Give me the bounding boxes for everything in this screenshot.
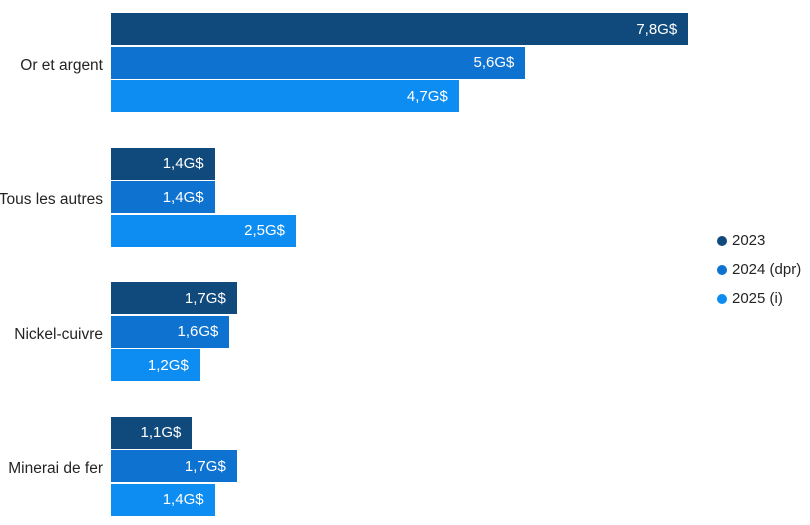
bar-2025-i-minerai-de-fer[interactable]: 1,4G$ xyxy=(111,483,215,516)
bar-2024-dpr-minerai-de-fer[interactable]: 1,7G$ xyxy=(111,450,237,482)
legend-item-2025-i[interactable]: 2025 (i) xyxy=(717,284,801,313)
bar-2023-or-et-argent[interactable]: 7,8G$ xyxy=(111,13,689,45)
bar-2023-minerai-de-fer[interactable]: 1,1G$ xyxy=(111,416,193,449)
bar-2024-dpr-tous-les-autres[interactable]: 1,4G$ xyxy=(111,181,215,213)
legend: 2023 2024 (dpr) 2025 (i) xyxy=(717,226,801,313)
bar-value-label: 1,7G$ xyxy=(184,289,226,307)
bar-value-label: 1,4G$ xyxy=(162,491,204,508)
category-label-tous-les-autres: Tous les autres xyxy=(0,191,103,208)
category-label-nickel-cuivre: Nickel-cuivre xyxy=(14,325,103,343)
legend-dot-icon xyxy=(717,235,727,246)
bar-group-tous-les-autres: Tous les autres 1,4G$ 1,4G$ 2,5G$ xyxy=(0,147,810,247)
legend-label: 2025 (i) xyxy=(732,290,783,307)
category-label-or-et-argent: Or et argent xyxy=(20,56,103,74)
legend-item-2024-dpr[interactable]: 2024 (dpr) xyxy=(717,255,801,284)
bar-2025-i-nickel-cuivre[interactable]: 1,2G$ xyxy=(111,349,200,381)
bar-2024-dpr-or-et-argent[interactable]: 5,6G$ xyxy=(111,46,526,79)
bar-value-label: 4,7G$ xyxy=(406,87,448,105)
legend-label: 2023 xyxy=(732,232,766,249)
bar-2023-nickel-cuivre[interactable]: 1,7G$ xyxy=(111,282,237,314)
bar-group-minerai-de-fer: Minerai de fer 1,1G$ 1,7G$ 1,4G$ xyxy=(0,416,810,516)
bar-value-label: 1,4G$ xyxy=(162,188,204,206)
bar-group-nickel-cuivre: Nickel-cuivre 1,7G$ 1,6G$ 1,2G$ xyxy=(0,282,810,381)
bar-2025-i-tous-les-autres[interactable]: 2,5G$ xyxy=(111,214,296,247)
bar-value-label: 1,2G$ xyxy=(147,356,189,374)
bar-value-label: 7,8G$ xyxy=(636,20,678,38)
legend-label: 2024 (dpr) xyxy=(732,261,802,278)
bar-2023-tous-les-autres[interactable]: 1,4G$ xyxy=(111,147,215,180)
legend-dot-icon xyxy=(717,264,727,275)
bar-value-label: 2,5G$ xyxy=(244,222,285,239)
legend-item-2023[interactable]: 2023 xyxy=(717,226,801,255)
bar-value-label: 1,6G$ xyxy=(177,323,219,340)
category-label-minerai-de-fer: Minerai de fer xyxy=(8,460,103,477)
bar-value-label: 5,6G$ xyxy=(473,54,515,71)
legend-dot-icon xyxy=(717,293,727,304)
bar-group-or-et-argent: Or et argent 7,8G$ 5,6G$ 4,7G$ xyxy=(0,13,810,112)
bar-value-label: 1,4G$ xyxy=(162,155,204,172)
bar-value-label: 1,1G$ xyxy=(140,424,182,441)
bar-2025-i-or-et-argent[interactable]: 4,7G$ xyxy=(111,80,459,112)
bar-value-label: 1,7G$ xyxy=(184,457,226,475)
bar-2024-dpr-nickel-cuivre[interactable]: 1,6G$ xyxy=(111,315,230,348)
